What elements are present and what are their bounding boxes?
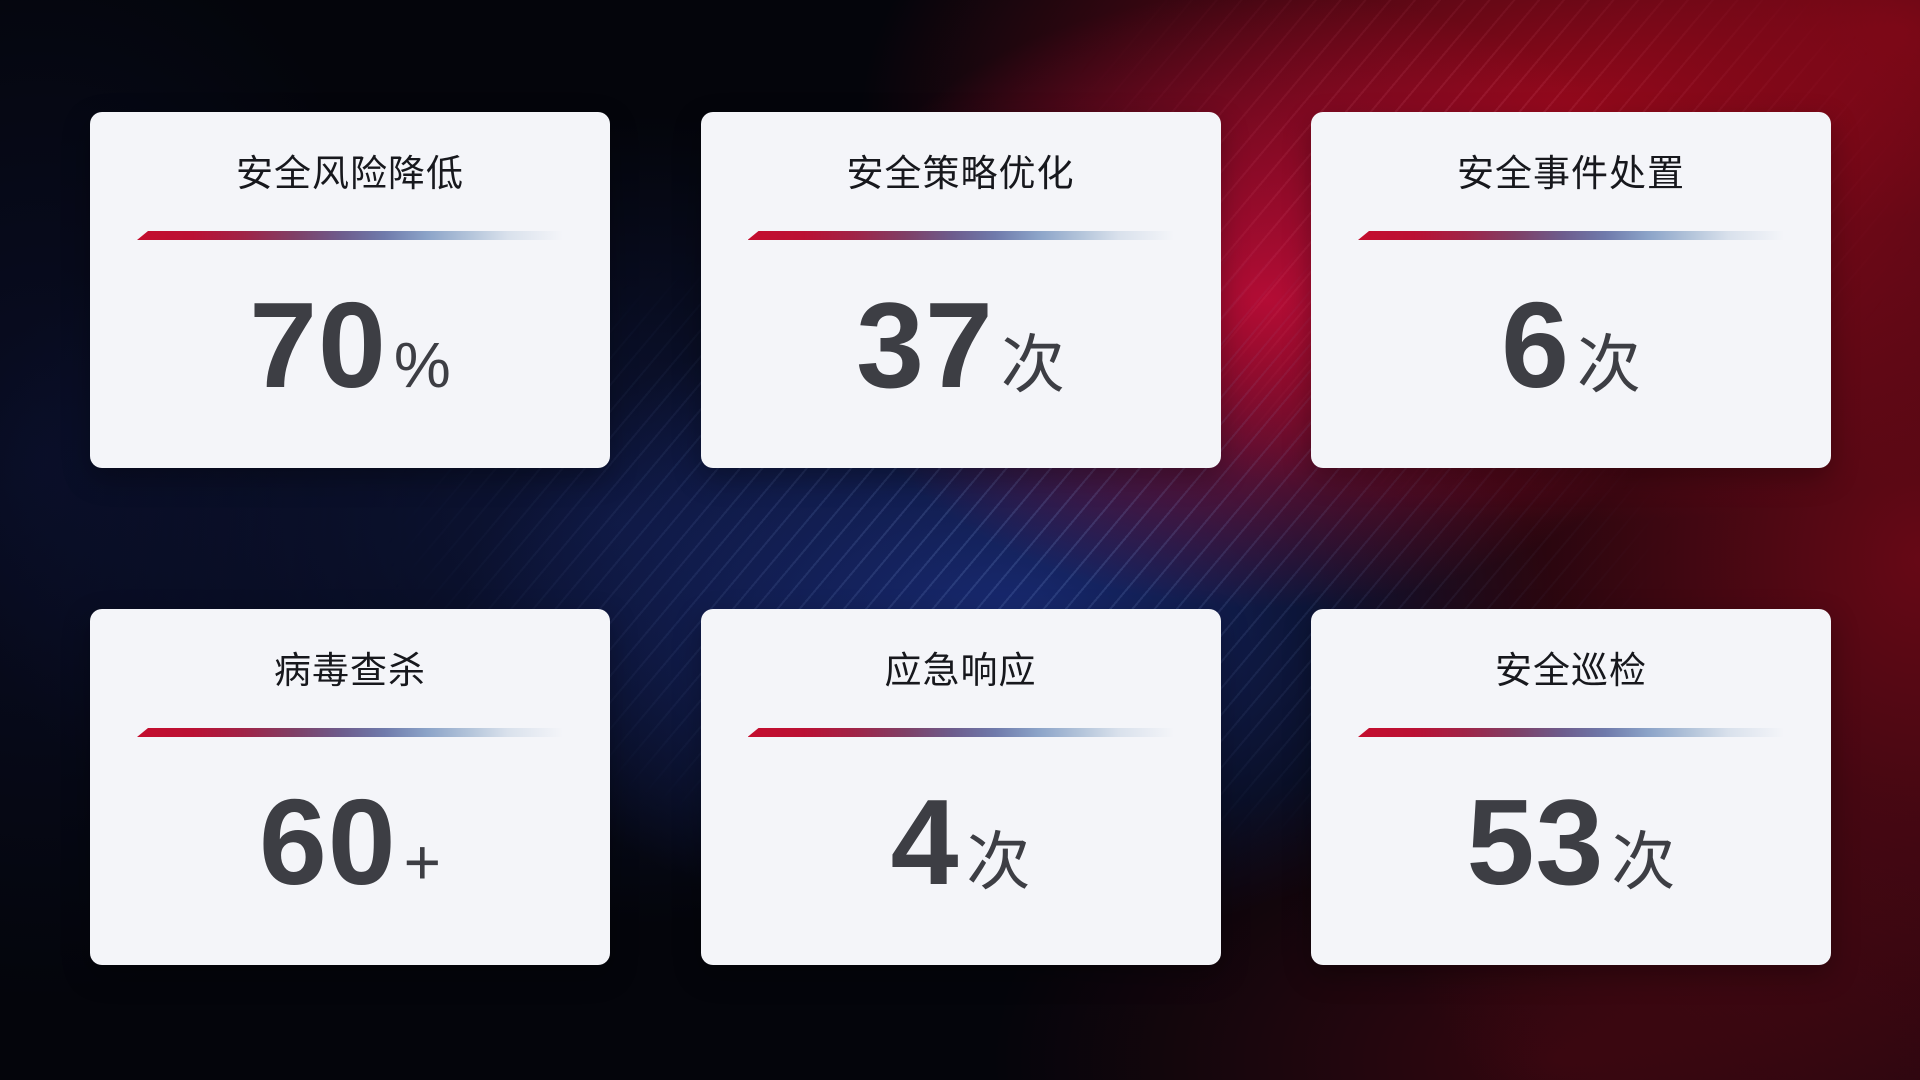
card-title: 安全风险降低 [236,153,464,194]
value-row: 4 次 [701,728,1221,956]
stat-unit: 次 [1576,329,1641,401]
value-line: 6 次 [1501,284,1641,406]
value-row: 37 次 [701,231,1221,459]
stat-unit: 次 [1000,329,1065,401]
value-line: 53 次 [1467,781,1676,903]
stat-value: 53 [1466,774,1605,910]
value-row: 53 次 [1311,728,1831,956]
value-line: 70 % [249,284,451,406]
divider-line [137,231,563,240]
stat-unit: + [403,826,442,898]
stat-unit: 次 [966,826,1031,898]
stat-value: 70 [249,277,387,413]
card-title: 安全策略优化 [846,153,1075,194]
value-row: 70 % [90,231,610,459]
divider-line [137,728,563,737]
card-title: 安全巡检 [1495,650,1647,691]
value-row: 6 次 [1311,231,1831,459]
value-line: 4 次 [891,781,1031,903]
stat-card-virus-scan: 病毒查杀 60 + [90,609,610,965]
stat-unit: % [393,329,451,401]
stat-card-emergency-response: 应急响应 4 次 [700,609,1221,965]
stat-value: 60 [258,774,397,910]
card-title: 应急响应 [884,650,1037,691]
stats-grid: 安全风险降低 70 % 安全策略优化 37 次 安全事件处置 6 次 [90,112,1831,965]
stat-unit: 次 [1611,826,1676,898]
stat-value: 6 [1501,277,1570,413]
divider-line [1358,728,1784,737]
divider-line [747,231,1174,240]
value-line: 60 + [259,781,441,903]
divider-line [747,728,1174,737]
card-title: 安全事件处置 [1457,153,1685,194]
value-line: 37 次 [856,284,1065,406]
stat-card-policy-optimization: 安全策略优化 37 次 [700,112,1221,468]
divider-line [1358,231,1784,240]
stat-value: 4 [890,774,960,910]
stat-card-risk-reduction: 安全风险降低 70 % [90,112,610,468]
value-row: 60 + [90,728,610,956]
stat-card-incident-handling: 安全事件处置 6 次 [1311,112,1831,468]
stat-card-security-inspection: 安全巡检 53 次 [1311,609,1831,965]
stat-value: 37 [856,277,994,413]
card-title: 病毒查杀 [274,650,426,691]
